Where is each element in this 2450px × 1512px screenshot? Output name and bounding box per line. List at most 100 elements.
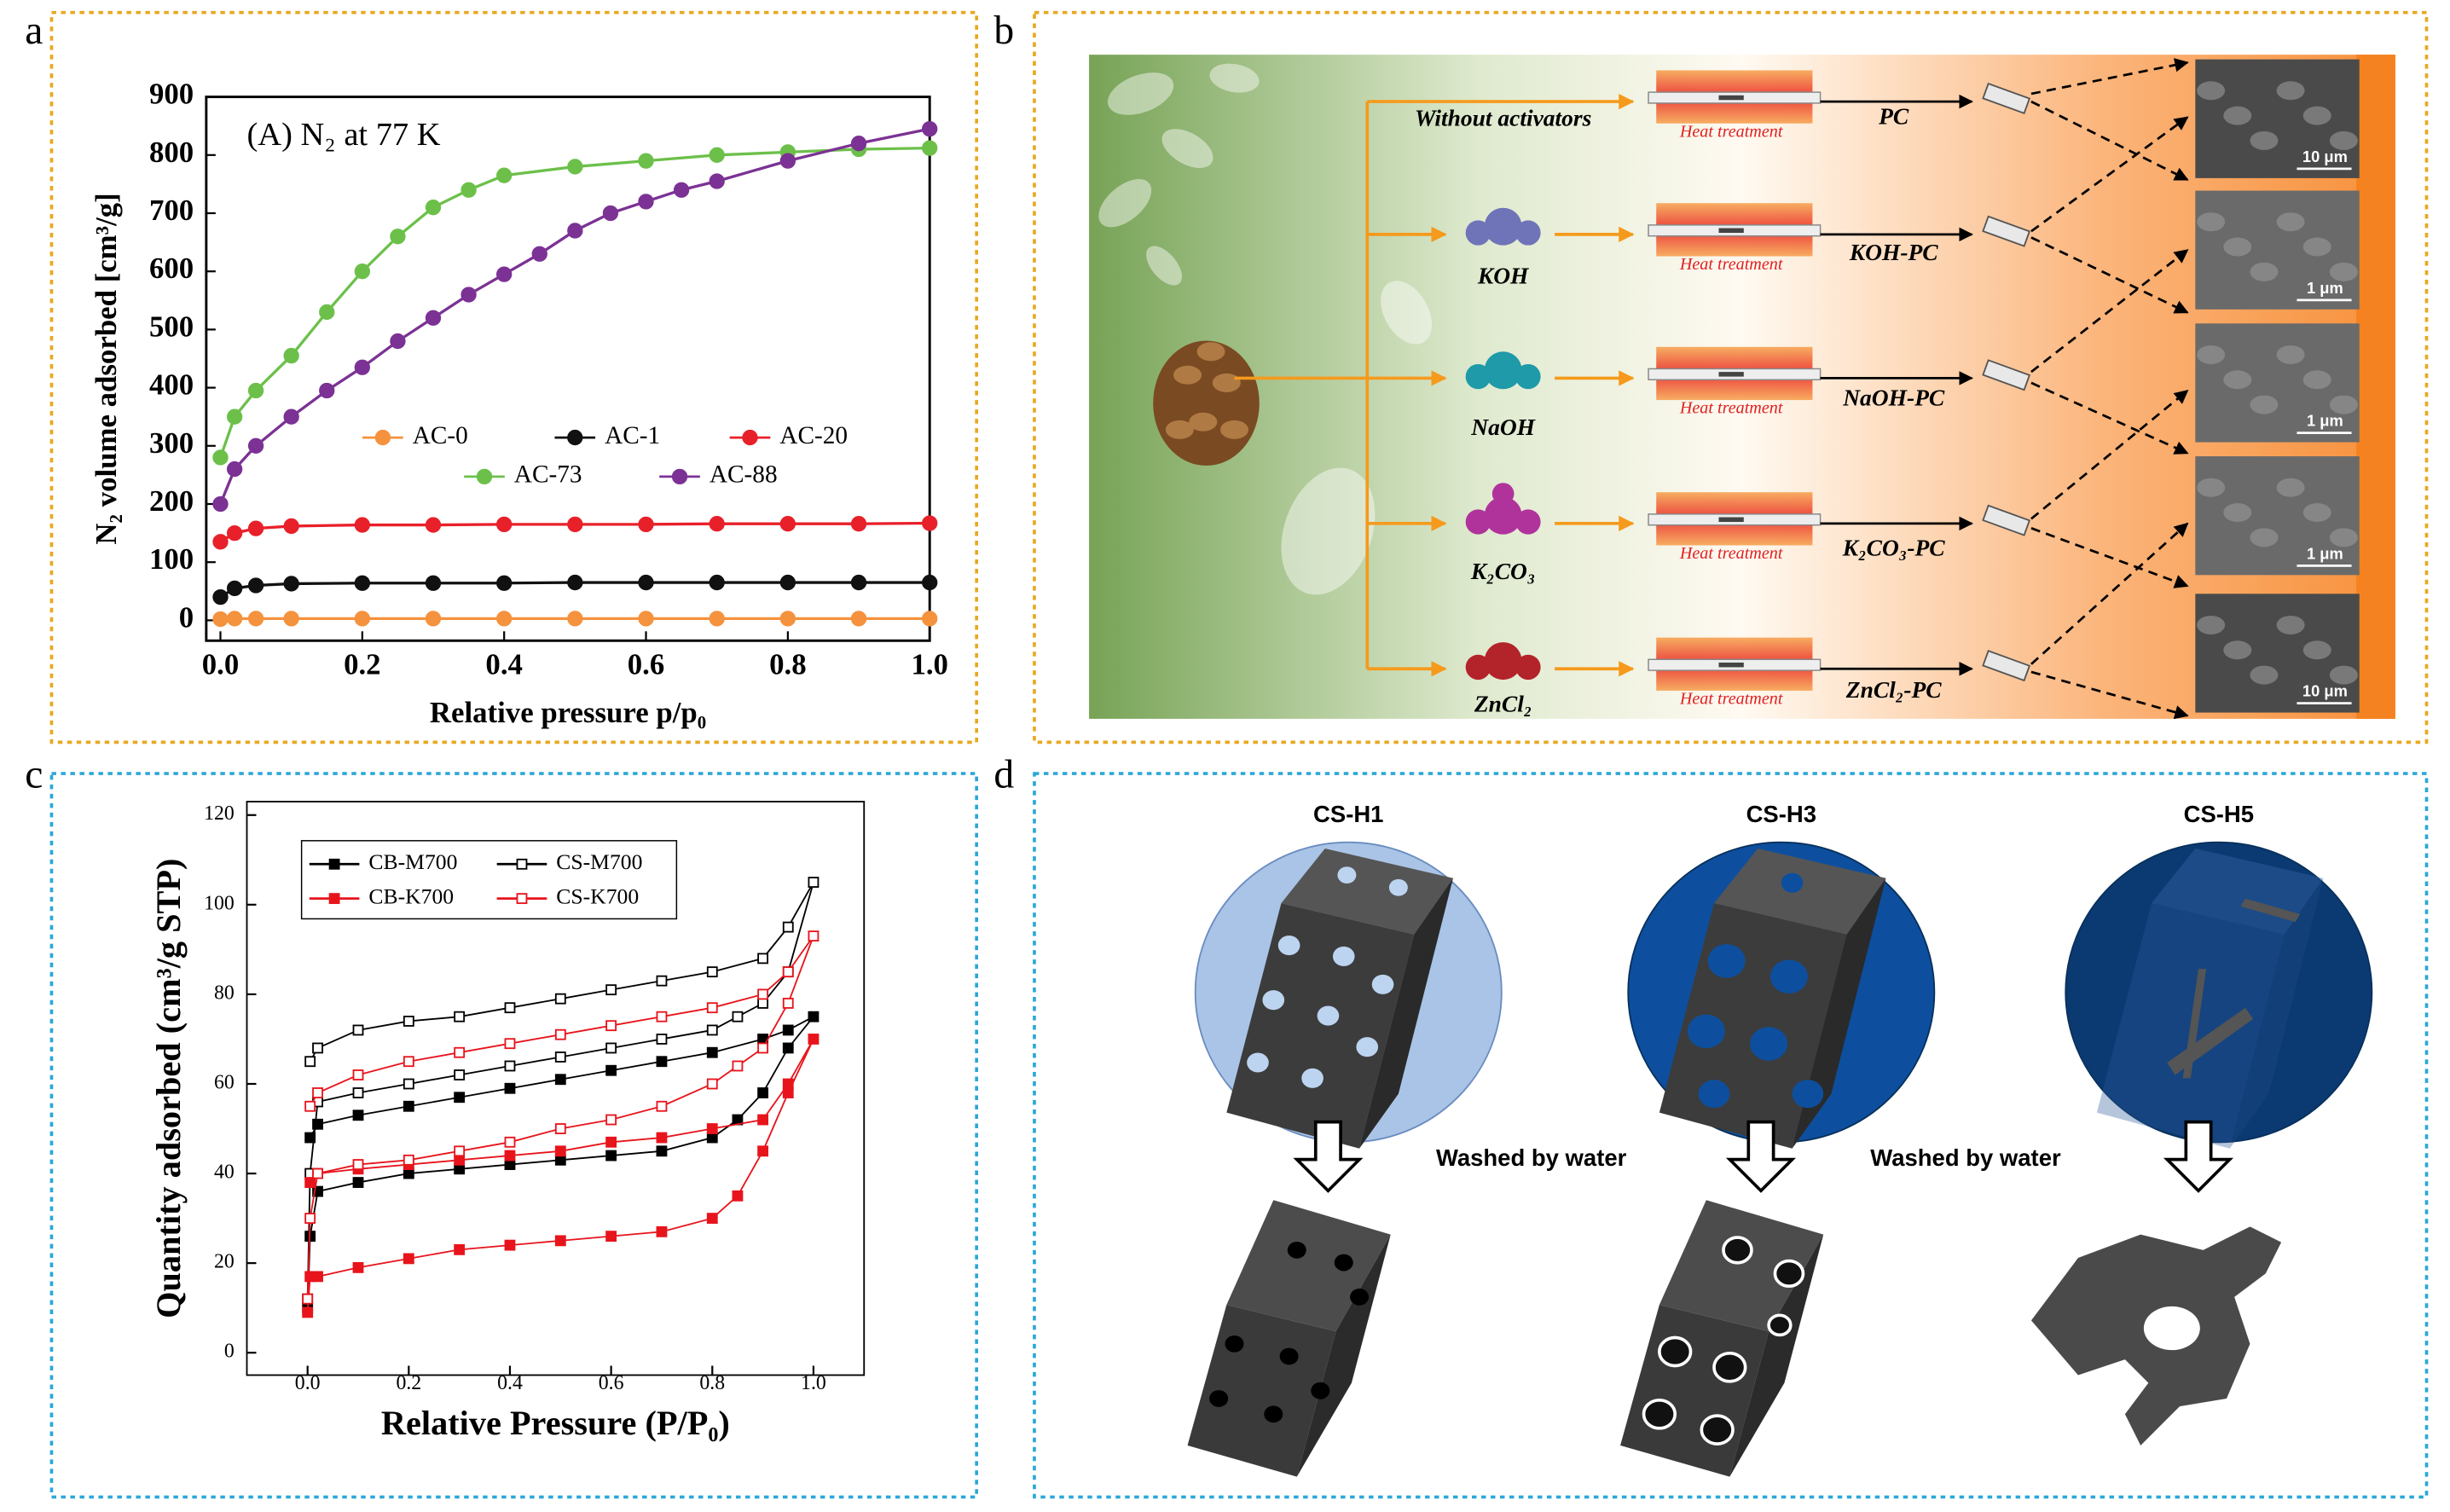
pore: [1698, 1080, 1730, 1109]
dashed-arrow: [2030, 670, 2189, 720]
cone-scale: [1189, 412, 1218, 432]
marker: [554, 1051, 566, 1063]
electrode: [1982, 359, 2031, 391]
carbon-bar: [2182, 969, 2207, 1079]
sample-boat: [1718, 228, 1744, 234]
sem-texture: [2329, 665, 2358, 685]
y-tick-label: 400: [149, 368, 194, 402]
marker: [671, 468, 688, 485]
marker: [496, 167, 513, 183]
heat-label: Heat treatment: [1679, 255, 1783, 274]
sem-texture: [2302, 370, 2331, 390]
legend-label: CB-M700: [368, 849, 457, 874]
panel-frame: [49, 10, 979, 744]
y-axis-label: Quantity adsorbed (cm³/g STP): [149, 859, 188, 1318]
marker: [283, 347, 299, 364]
leaf: [1281, 467, 1376, 595]
pore: [1209, 1390, 1229, 1407]
marker: [247, 611, 264, 627]
marker: [757, 1145, 769, 1157]
marker: [226, 461, 243, 478]
pore: [1262, 990, 1285, 1011]
marker: [709, 516, 725, 532]
marker: [808, 1034, 820, 1045]
sample-boat: [1718, 95, 1744, 101]
marker: [732, 1011, 744, 1022]
marker: [403, 1154, 414, 1166]
sem-texture: [2250, 262, 2279, 281]
panel-label: a: [25, 9, 43, 53]
x-tick-label: 0.2: [396, 1372, 421, 1394]
marker: [226, 580, 243, 597]
panel-frame: [1033, 10, 2429, 744]
structure-title: CS-H1: [1313, 801, 1383, 827]
electrode: [1982, 82, 2031, 114]
pore: [1279, 1347, 1299, 1365]
x-tick-label: 0.0: [295, 1372, 321, 1394]
sem-texture: [2250, 130, 2279, 150]
marker: [922, 515, 938, 531]
down-arrow: [1725, 1120, 1797, 1193]
marker: [605, 1150, 617, 1162]
activator-label: K₂CO₃: [1470, 559, 1536, 584]
sem-texture: [2250, 395, 2279, 414]
atom: [1484, 642, 1522, 681]
marker: [212, 588, 229, 605]
marker: [732, 1190, 744, 1202]
marker: [425, 575, 442, 591]
sem-texture: [2276, 81, 2305, 101]
block-top: [1659, 1200, 1824, 1332]
pore: [1225, 1335, 1244, 1353]
sem-texture: [2276, 345, 2305, 364]
panel-label: d: [993, 752, 1014, 797]
product-label: NaOH-PC: [1842, 385, 1945, 410]
marker: [283, 611, 299, 627]
marker: [757, 1042, 769, 1054]
marker: [425, 200, 442, 216]
marker: [554, 1123, 566, 1134]
arrow-label: Washed by water: [1436, 1144, 1627, 1171]
marker: [319, 304, 335, 321]
pore: [1311, 1382, 1330, 1399]
pore: [1750, 1027, 1788, 1061]
sem-texture: [2329, 528, 2358, 547]
marker: [403, 1056, 414, 1068]
marker: [304, 1132, 316, 1144]
x-tick-label: 0.8: [769, 647, 806, 681]
x-tick-label: 0.4: [485, 647, 522, 681]
marker: [567, 611, 583, 627]
legend-label: CS-M700: [556, 849, 642, 874]
marker: [516, 893, 528, 905]
sem-texture: [2223, 640, 2252, 660]
panel-frame: [49, 772, 979, 1499]
marker: [504, 1136, 516, 1148]
x-tick-label: 0.6: [599, 1372, 624, 1394]
sem-image: [2195, 456, 2360, 576]
marker: [922, 140, 938, 156]
marker: [304, 1100, 316, 1112]
sem-image: [2195, 594, 2360, 713]
product-label: K₂CO₃-PC: [1842, 535, 1946, 560]
collapsed-void: [2143, 1306, 2200, 1351]
electrode: [1982, 504, 2031, 536]
marker: [709, 611, 725, 627]
marker: [732, 1060, 744, 1072]
marker: [782, 1087, 794, 1098]
cone-scale: [1165, 420, 1194, 439]
marker: [567, 574, 583, 591]
marker: [554, 1235, 566, 1247]
pore: [1707, 944, 1746, 978]
marker: [656, 1225, 668, 1237]
down-arrow: [2163, 1120, 2234, 1193]
marker: [605, 1042, 617, 1054]
sem-texture: [2197, 345, 2226, 364]
marker: [554, 1028, 566, 1040]
y-tick-label: 0: [224, 1341, 235, 1363]
pore: [1642, 1398, 1677, 1430]
marker: [850, 136, 867, 152]
marker: [706, 1132, 718, 1144]
leaf: [1107, 72, 1174, 115]
marker: [504, 1038, 516, 1050]
pore: [1712, 1351, 1747, 1383]
heat-label: Heat treatment: [1679, 122, 1783, 141]
